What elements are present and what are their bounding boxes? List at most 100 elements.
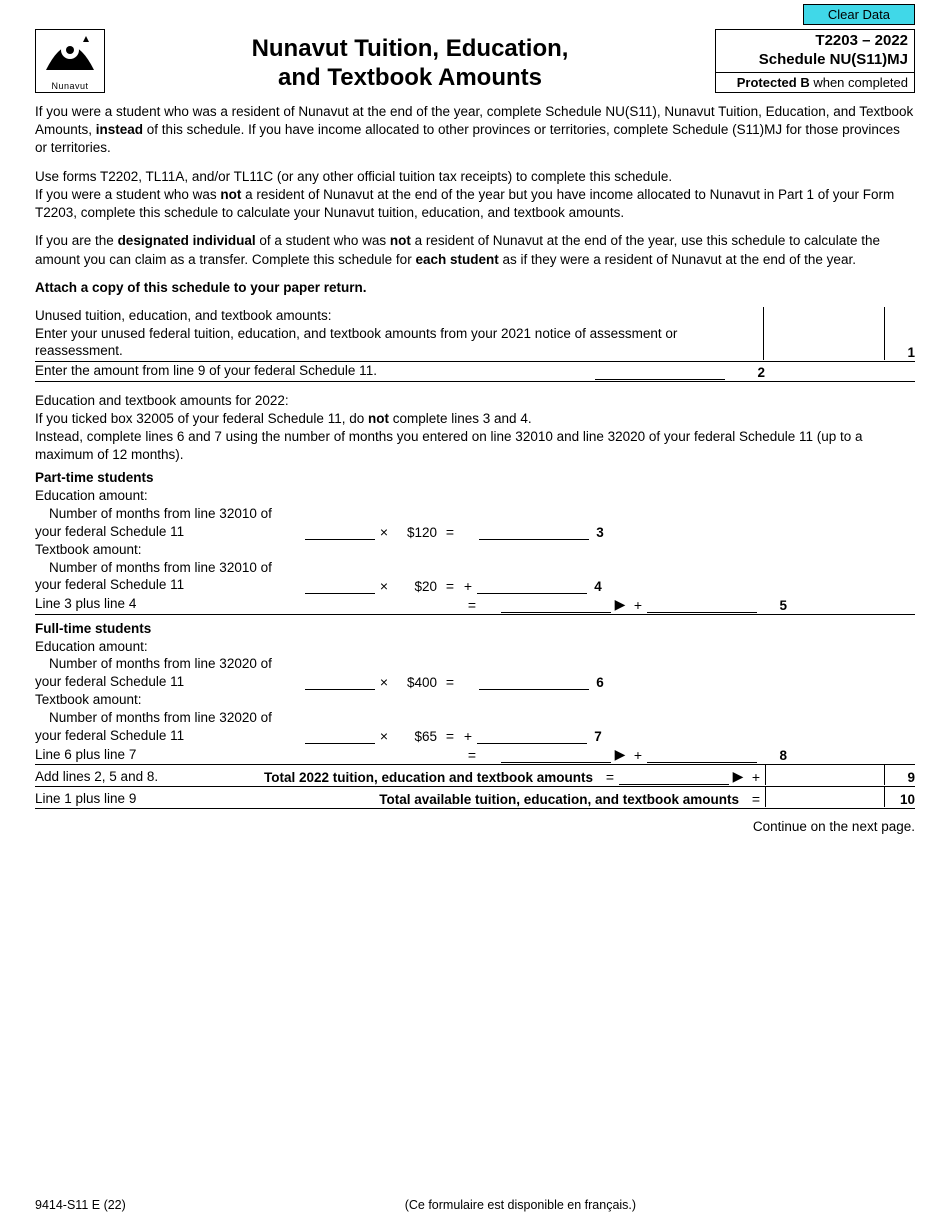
line-6-row: Education amount: Number of months from … [35,638,915,692]
line-7-row: Textbook amount: Number of months from l… [35,691,915,745]
intro-p3c: of a student who was [256,233,390,248]
line-9-row: Add lines 2, 5 and 8. Total 2022 tuition… [35,765,915,787]
intro-p3a: If you are the [35,233,118,248]
line-1-desc-1: Unused tuition, education, and textbook … [35,308,331,323]
form-code: T2203 – 2022 [722,32,908,51]
times-icon: × [375,728,393,744]
line-6-desc-2: Number of months from line 32020 of your… [35,656,272,689]
line-number-5: 5 [757,598,787,613]
title-line-2: and Textbook Amounts [278,64,542,91]
plus-icon: + [459,578,477,594]
line-9-desc: Add lines 2, 5 and 8. [35,768,235,786]
line-3-rate: $120 [393,525,441,540]
equals-icon: = [441,524,459,540]
line-number-9: 9 [885,770,915,785]
edu-not: not [368,411,389,426]
nunavut-logo: Nunavut [35,29,105,93]
edu-body-2: complete lines 3 and 4. [389,411,532,426]
line-8-carry-input[interactable] [647,745,757,763]
line-4-row: Textbook amount: Number of months from l… [35,541,915,595]
arrow-icon: ▶ [611,746,629,763]
plus-icon: + [629,747,647,763]
line-number-7: 7 [587,729,609,744]
plus-icon: + [747,769,765,785]
edu-body-1: If you ticked box 32005 of your federal … [35,411,368,426]
line-3-desc-2: Number of months from line 32010 of your… [35,506,272,539]
line-4-result-input[interactable] [477,576,587,594]
line-1-input[interactable] [764,342,884,360]
line-5-carry-input[interactable] [647,595,757,613]
intro-p3g: as if they were a resident of Nunavut at… [499,252,856,267]
footer-center: (Ce formulaire est disponible en françai… [405,1198,636,1212]
equals-icon: = [463,747,481,763]
times-icon: × [375,578,393,594]
line-2-row: Enter the amount from line 9 of your fed… [35,362,915,382]
line-6-months-input[interactable] [305,672,375,690]
line-8-subtotal-input[interactable] [501,745,611,763]
line-5-row: Line 3 plus line 4 = ▶ + 5 [35,595,915,615]
equals-icon: = [441,674,459,690]
line-3-months-input[interactable] [305,522,375,540]
title-line-1: Nunavut Tuition, Education, [252,35,569,62]
line-6-desc-1: Education amount: [35,639,148,654]
clear-data-button[interactable]: Clear Data [803,4,915,25]
page-footer: 9414-S11 E (22) (Ce formulaire est dispo… [35,1198,915,1212]
equals-icon: = [601,769,619,785]
line-number-6: 6 [589,675,611,690]
line-number-10: 10 [885,792,915,807]
line-8-row: Line 6 plus line 7 = ▶ + 8 [35,745,915,765]
education-header-block: Education and textbook amounts for 2022:… [35,392,915,465]
line-1-desc-2: Enter your unused federal tuition, educa… [35,326,677,359]
equals-icon: = [441,728,459,744]
line-9-subtotal-input[interactable] [619,767,729,785]
intro-p1c: of this schedule. If you have income all… [35,122,900,155]
intro-p2c: not [220,187,241,202]
plus-icon: + [629,597,647,613]
times-icon: × [375,524,393,540]
instructions: If you were a student who was a resident… [35,103,915,297]
footer-left: 9414-S11 E (22) [35,1198,126,1212]
line-6-result-input[interactable] [479,672,589,690]
line-10-row: Line 1 plus line 9 Total available tuiti… [35,787,915,809]
part-time-header: Part-time students [35,470,915,485]
line-7-rate: $65 [393,729,441,744]
times-icon: × [375,674,393,690]
line-3-result-input[interactable] [479,522,589,540]
line-4-desc-1: Textbook amount: [35,542,142,557]
continue-note: Continue on the next page. [35,819,915,834]
schedule-code: Schedule NU(S11)MJ [722,51,908,70]
form-meta-box: T2203 – 2022 Schedule NU(S11)MJ Protecte… [715,29,915,93]
equals-icon: = [747,791,765,807]
line-4-desc-2: Number of months from line 32010 of your… [35,560,272,593]
line-4-months-input[interactable] [305,576,375,594]
equals-icon: = [441,578,459,594]
edu-hdr: Education and textbook amounts for 2022: [35,393,289,408]
line-number-2: 2 [725,365,765,380]
full-time-header: Full-time students [35,621,915,636]
line-10-total-input[interactable] [766,787,884,805]
intro-p3f: each student [415,252,498,267]
arrow-icon: ▶ [611,596,629,613]
line-5-subtotal-input[interactable] [501,595,611,613]
line-number-8: 8 [757,748,787,763]
line-number-3: 3 [589,525,611,540]
line-9-total-input[interactable] [766,765,884,783]
line-2-input[interactable] [595,362,725,380]
line-5-desc: Line 3 plus line 4 [35,595,463,613]
attach-instruction: Attach a copy of this schedule to your p… [35,279,915,297]
line-10-bold: Total available tuition, education, and … [235,792,747,807]
line-number-4: 4 [587,579,609,594]
line-2-desc: Enter the amount from line 9 of your fed… [35,362,595,380]
line-4-rate: $20 [393,579,441,594]
line-7-result-input[interactable] [477,726,587,744]
page-title: Nunavut Tuition, Education, and Textbook… [105,35,715,93]
protected-b-rest: when completed [810,75,908,90]
line-7-months-input[interactable] [305,726,375,744]
protected-b-label: Protected B [737,75,810,90]
plus-icon: + [459,728,477,744]
line-1-row: Unused tuition, education, and textbook … [35,307,915,362]
line-8-desc: Line 6 plus line 7 [35,746,463,764]
line-10-desc: Line 1 plus line 9 [35,790,235,808]
line-3-row: Education amount: Number of months from … [35,487,915,541]
line-7-desc-2: Number of months from line 32020 of your… [35,710,272,743]
